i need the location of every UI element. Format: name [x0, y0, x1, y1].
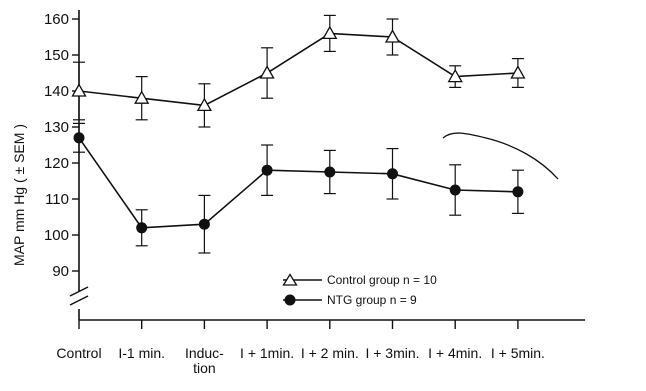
- legend-item-control: Control group n = 10: [282, 273, 437, 287]
- data-point-circle: [512, 186, 524, 198]
- legend-label-control: Control group n = 10: [327, 273, 437, 287]
- annotation-pencil-mark: [442, 132, 559, 180]
- y-tick-label: 100: [44, 227, 69, 244]
- x-category-label: I + 5min.: [491, 345, 545, 361]
- data-point-circle: [387, 168, 398, 180]
- data-point-triangle: [134, 90, 150, 104]
- data-point-circle: [198, 218, 210, 230]
- series-line: [78, 32, 518, 107]
- x-axis-categories: Control I-1 min. Induc-tion I + 1min. I + 2 …: [56, 320, 545, 376]
- data-point-triangle: [384, 29, 401, 43]
- data-point-triangle: [510, 65, 526, 79]
- y-tick-label: 160: [44, 11, 69, 28]
- y-tick-label: 120: [44, 155, 69, 172]
- legend-circle-icon: [284, 294, 296, 306]
- data-point-circle: [136, 222, 148, 234]
- legend-triangle-icon: [282, 273, 298, 286]
- y-tick-label: 130: [44, 119, 69, 136]
- data-point-triangle: [447, 68, 463, 83]
- x-category-label: I + 2 min.: [301, 345, 359, 361]
- series-control: [71, 14, 526, 128]
- y-axis-label: MAP mm Hg ( ± SEM ): [11, 124, 27, 266]
- axis-break-mark: [69, 295, 89, 306]
- y-tick-label: 110: [45, 191, 69, 208]
- y-tick-label: 90: [52, 263, 69, 280]
- data-point-circle: [261, 164, 273, 176]
- x-category-label: Control: [56, 345, 101, 361]
- axis-break-mark: [69, 286, 89, 297]
- data-point-circle: [449, 184, 461, 196]
- data-point-circle: [73, 132, 85, 144]
- data-point-triangle: [196, 97, 213, 112]
- x-category-label: I-1 min.: [118, 345, 165, 361]
- x-category-label: Induc-tion: [185, 345, 224, 376]
- series-line: [78, 137, 518, 229]
- data-point-triangle: [71, 83, 87, 97]
- data-point-triangle: [322, 25, 338, 40]
- series-ntg: [73, 122, 524, 254]
- y-tick-label: 140: [44, 83, 69, 100]
- data-point-circle: [324, 166, 336, 178]
- legend-label-ntg: NTG group n = 9: [327, 293, 417, 307]
- legend: Control group n = 10 NTG group n = 9: [282, 273, 437, 307]
- data-point-triangle: [259, 65, 275, 79]
- x-category-label: I + 3min.: [365, 345, 419, 361]
- x-category-label: I + 1min.: [240, 345, 294, 361]
- legend-item-ntg: NTG group n = 9: [283, 293, 417, 307]
- y-axis-ticks: 90 100 110 120 130 140 150 160: [44, 11, 79, 280]
- x-category-label: I + 4min.: [428, 345, 482, 361]
- series-layer: [71, 14, 526, 254]
- y-tick-label: 150: [44, 47, 69, 64]
